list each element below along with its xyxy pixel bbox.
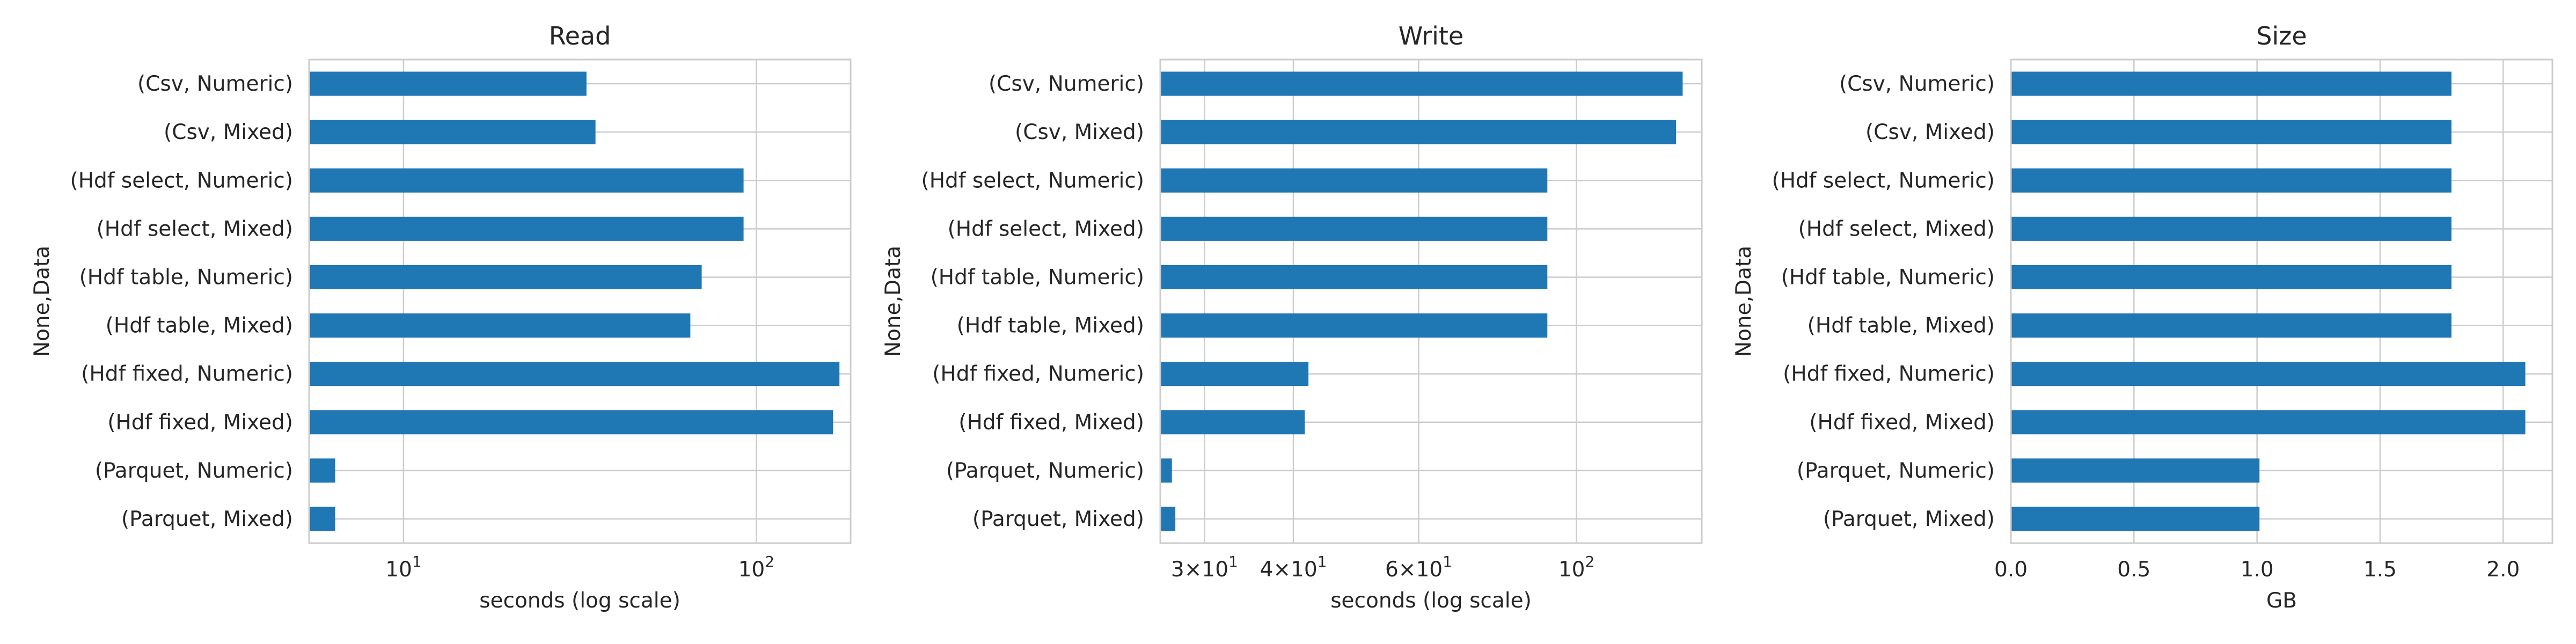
chart-panel-write: (Csv, Numeric) (Csv, Mixed) (Hdf select, N… [881, 21, 1703, 613]
x-tick-label: 0.5 [2117, 558, 2150, 582]
chart-title: Write [1399, 21, 1463, 50]
x-tick-label: 2.0 [2486, 558, 2520, 582]
x-tick-label: 0.0 [1994, 558, 2028, 582]
y-tick-label: (Hdf table, Mixed) [1807, 314, 1995, 338]
bar [2011, 265, 2451, 289]
x-tick-label: 102 [738, 553, 774, 582]
y-tick-label: (Parquet, Mixed) [972, 507, 1144, 531]
bar [309, 168, 744, 193]
bar [309, 265, 702, 289]
x-axis-label: GB [2266, 589, 2297, 613]
y-tick-label: (Hdf select, Mixed) [948, 217, 1144, 241]
plot-frame [1159, 58, 1703, 544]
y-tick-label: (Hdf table, Numeric) [931, 265, 1144, 289]
y-tick-label: (Hdf fixed, Mixed) [107, 411, 293, 435]
bar [2011, 313, 2451, 338]
x-tick-label: 4×101 [1260, 553, 1327, 582]
y-tick-label: (Hdf fixed, Numeric) [1783, 362, 1995, 386]
bar [1160, 507, 1176, 531]
bar [2011, 120, 2451, 144]
y-tick-label: (Hdf select, Numeric) [921, 169, 1145, 193]
bar [2011, 216, 2451, 241]
y-tick-label: (Hdf fixed, Mixed) [958, 411, 1144, 435]
bar [1160, 120, 1676, 144]
x-tick-label: 1.0 [2241, 558, 2274, 582]
chart-panel-read: (Csv, Numeric) (Csv, Mixed) (Hdf select, N… [30, 21, 852, 613]
bar [1160, 362, 1309, 386]
bar [309, 216, 744, 241]
y-tick-label: (Hdf table, Mixed) [957, 314, 1144, 338]
x-tick-label: 101 [385, 553, 421, 582]
bar [2011, 362, 2526, 386]
y-tick-label: (Hdf fixed, Numeric) [81, 362, 293, 386]
y-tick-label: (Hdf table, Mixed) [106, 314, 293, 338]
y-axis-label: None,Data [30, 246, 54, 357]
chart-title: Read [549, 21, 611, 50]
y-tick-label: (Hdf select, Mixed) [97, 217, 293, 241]
bar [1160, 313, 1548, 338]
chart-title: Size [2256, 21, 2307, 50]
bar [2011, 71, 2451, 96]
bar [309, 458, 335, 483]
y-tick-label: (Parquet, Numeric) [95, 459, 293, 483]
bar [1160, 71, 1683, 96]
y-tick-label: (Hdf table, Numeric) [79, 265, 293, 289]
bar [2011, 507, 2260, 531]
y-tick-label: (Hdf fixed, Numeric) [932, 362, 1144, 386]
y-axis-label: None,Data [1732, 246, 1756, 357]
bar [1160, 410, 1305, 435]
bar [1160, 168, 1548, 193]
plot-frame [308, 58, 852, 544]
y-tick-label: (Hdf select, Numeric) [1772, 169, 1995, 193]
y-tick-label: (Csv, Mixed) [1015, 120, 1144, 144]
bar [2011, 168, 2451, 193]
y-tick-label: (Csv, Numeric) [137, 72, 293, 96]
x-axis-label: seconds (log scale) [479, 589, 680, 613]
y-tick-label: (Parquet, Mixed) [1823, 507, 1995, 531]
bar [309, 313, 691, 338]
bar [1160, 216, 1548, 241]
bar [1160, 458, 1172, 483]
y-tick-label: (Hdf select, Numeric) [70, 169, 294, 193]
bar [309, 71, 587, 96]
bar [309, 410, 833, 435]
y-tick-label: (Hdf fixed, Mixed) [1809, 411, 1995, 435]
x-tick-label: 6×101 [1385, 553, 1452, 582]
bar [2011, 458, 2260, 483]
y-tick-label: (Csv, Numeric) [1839, 72, 1995, 96]
y-tick-label: (Parquet, Numeric) [1797, 459, 1995, 483]
bar [1160, 265, 1548, 289]
x-tick-label: 1.5 [2363, 558, 2397, 582]
y-axis-label: None,Data [881, 246, 905, 357]
y-tick-label: (Parquet, Numeric) [946, 459, 1144, 483]
x-axis-label: seconds (log scale) [1330, 589, 1532, 613]
chart-panel-size: (Csv, Numeric) (Csv, Mixed) (Hdf select, N… [1732, 21, 2553, 613]
plot-frame [2010, 58, 2553, 544]
y-tick-label: (Csv, Numeric) [989, 72, 1144, 96]
bar [309, 507, 335, 531]
y-tick-label: (Csv, Mixed) [164, 120, 293, 144]
y-tick-label: (Hdf table, Numeric) [1781, 265, 1995, 289]
x-tick-label: 102 [1558, 553, 1594, 582]
bar [309, 362, 840, 386]
bar [309, 120, 596, 144]
y-tick-label: (Hdf select, Mixed) [1798, 217, 1995, 241]
x-tick-label: 3×101 [1171, 553, 1238, 582]
y-tick-label: (Parquet, Mixed) [121, 507, 293, 531]
bar [2011, 410, 2526, 435]
y-tick-label: (Csv, Mixed) [1865, 120, 1995, 144]
